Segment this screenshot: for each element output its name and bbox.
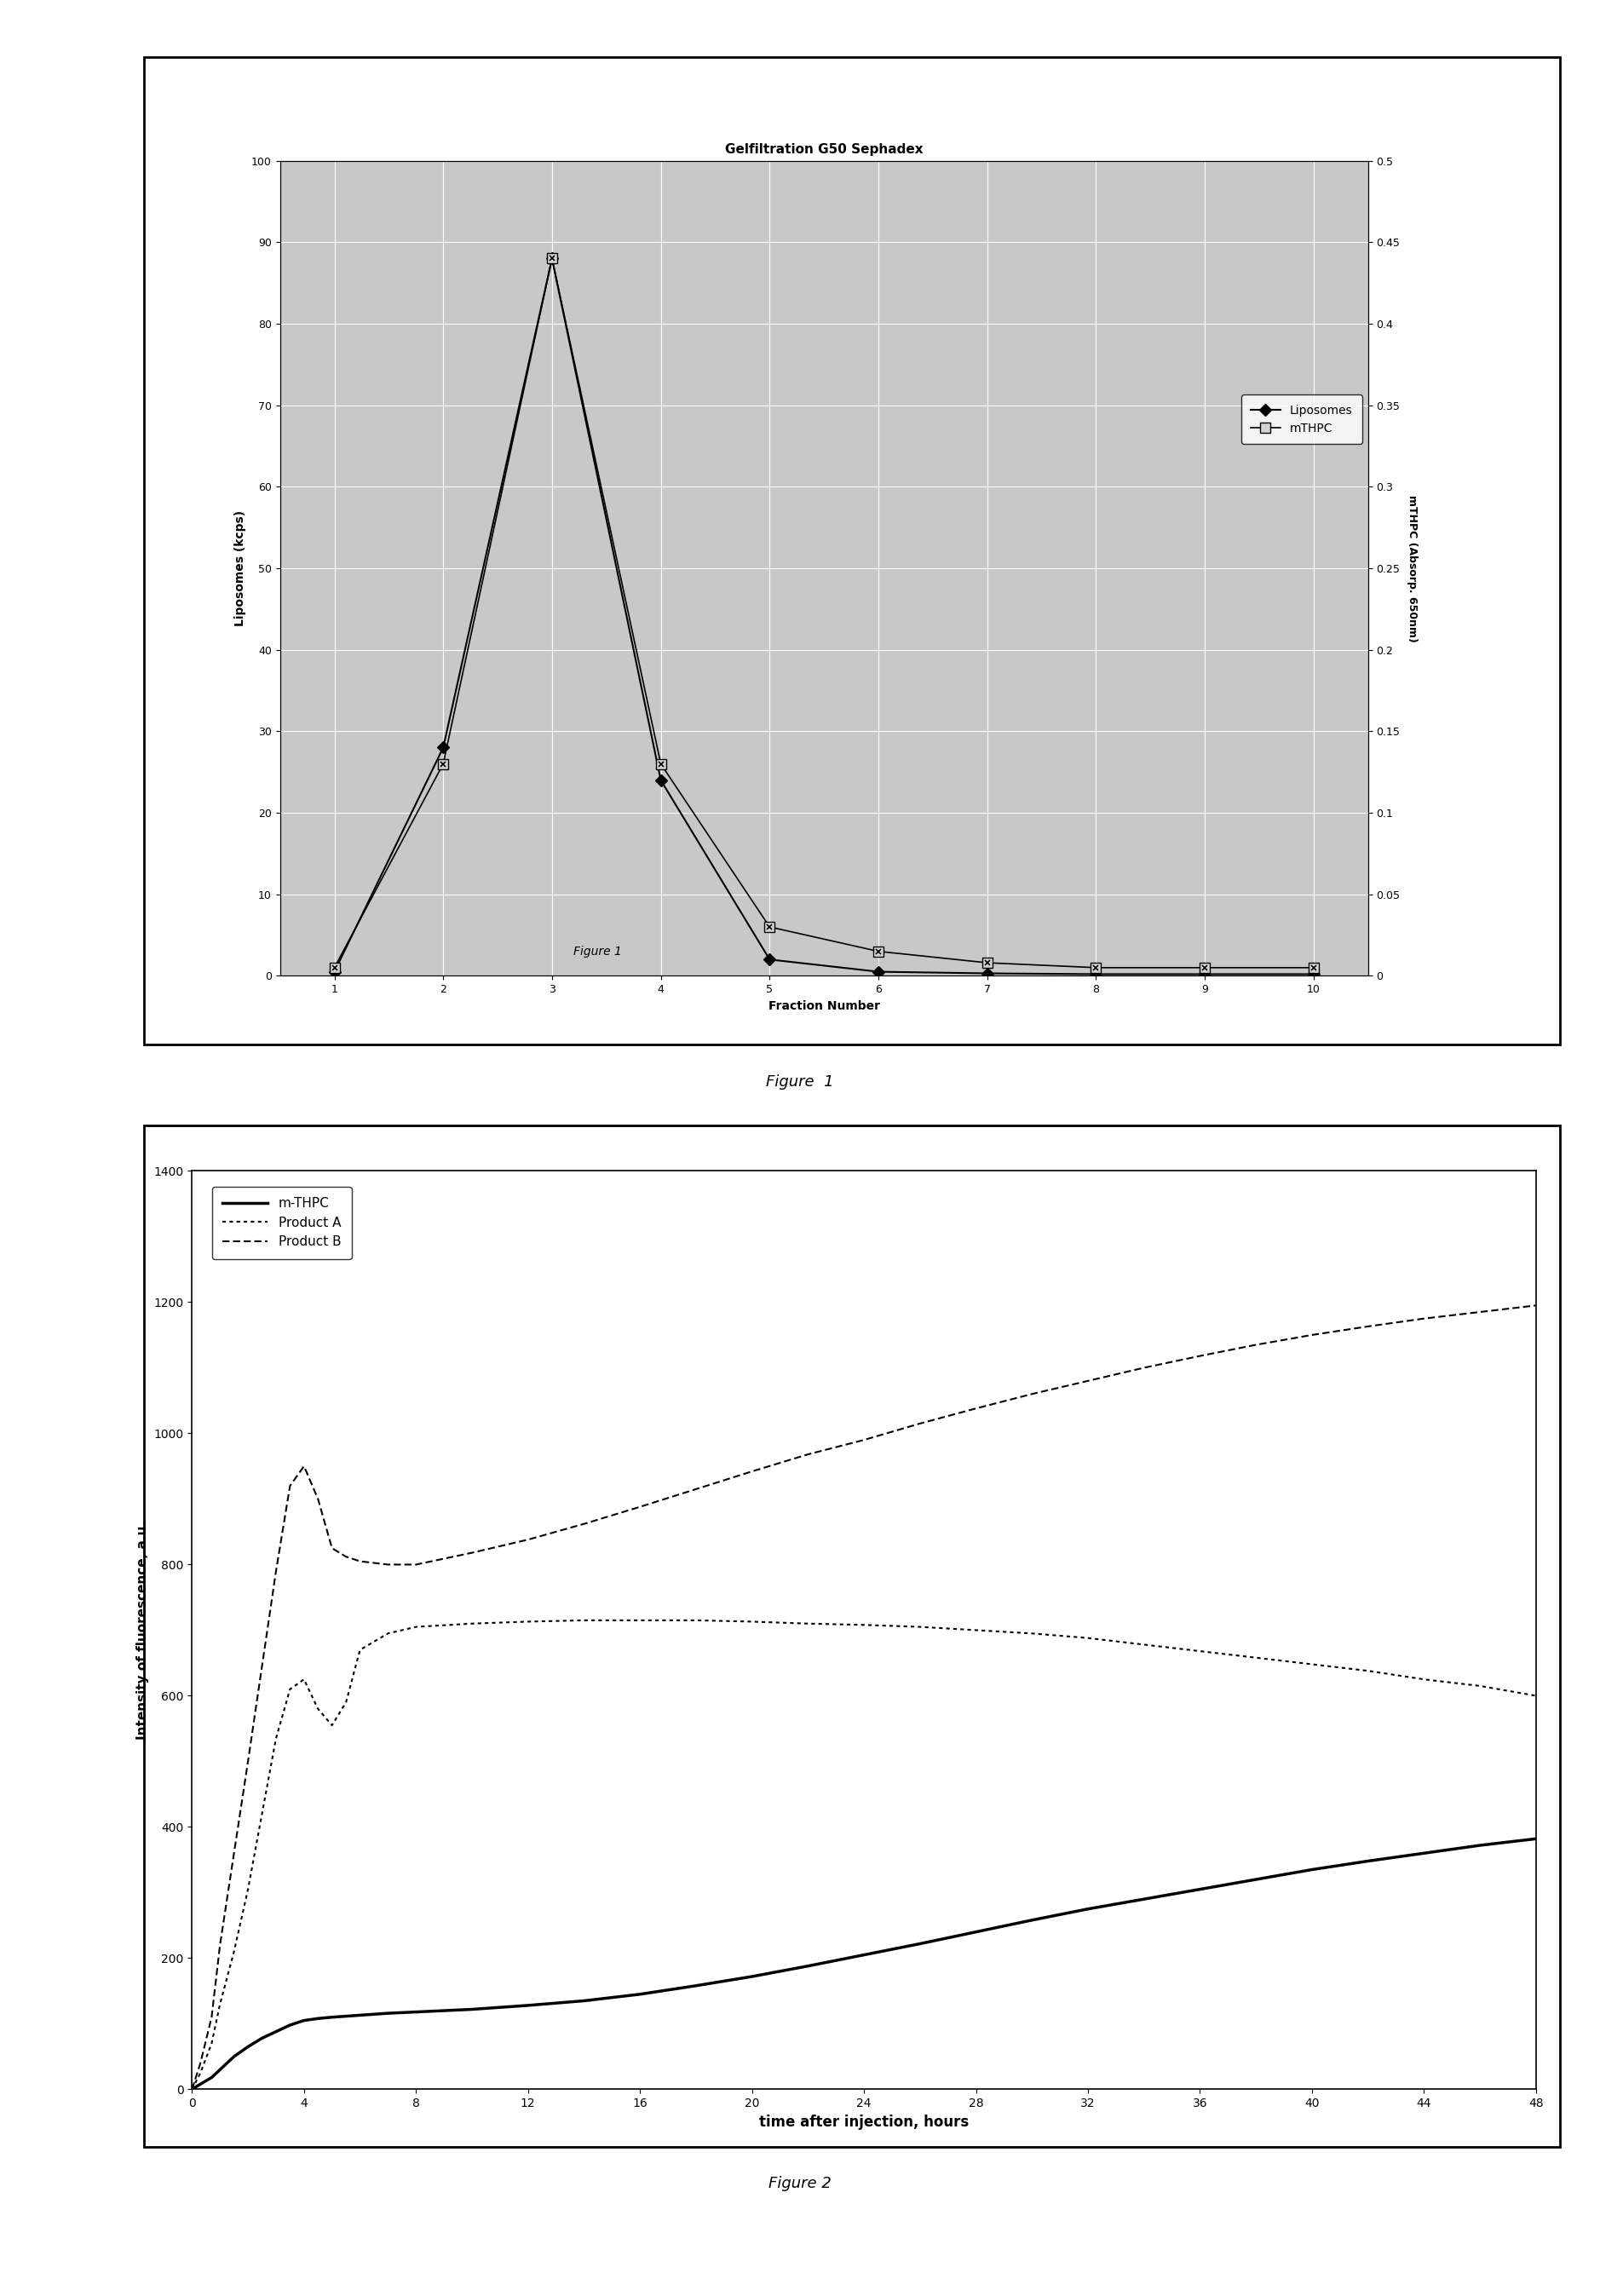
Y-axis label: Liposomes (kcps): Liposomes (kcps)	[235, 510, 246, 627]
Y-axis label: Intensity of fluorescence, a.u.: Intensity of fluorescence, a.u.	[136, 1520, 149, 1740]
Title: Gelfiltration G50 Sephadex: Gelfiltration G50 Sephadex	[725, 142, 923, 156]
Y-axis label: mTHPC (Absorp. 650nm): mTHPC (Absorp. 650nm)	[1406, 494, 1418, 643]
Legend: m-THPC, Product A, Product B: m-THPC, Product A, Product B	[211, 1187, 352, 1258]
Legend: Liposomes, mTHPC: Liposomes, mTHPC	[1242, 395, 1362, 443]
Text: Figure  1: Figure 1	[766, 1075, 834, 1088]
X-axis label: time after injection, hours: time after injection, hours	[758, 2115, 970, 2131]
Text: Figure 1: Figure 1	[574, 946, 622, 957]
X-axis label: Fraction Number: Fraction Number	[768, 999, 880, 1013]
Text: Figure 2: Figure 2	[768, 2177, 832, 2190]
